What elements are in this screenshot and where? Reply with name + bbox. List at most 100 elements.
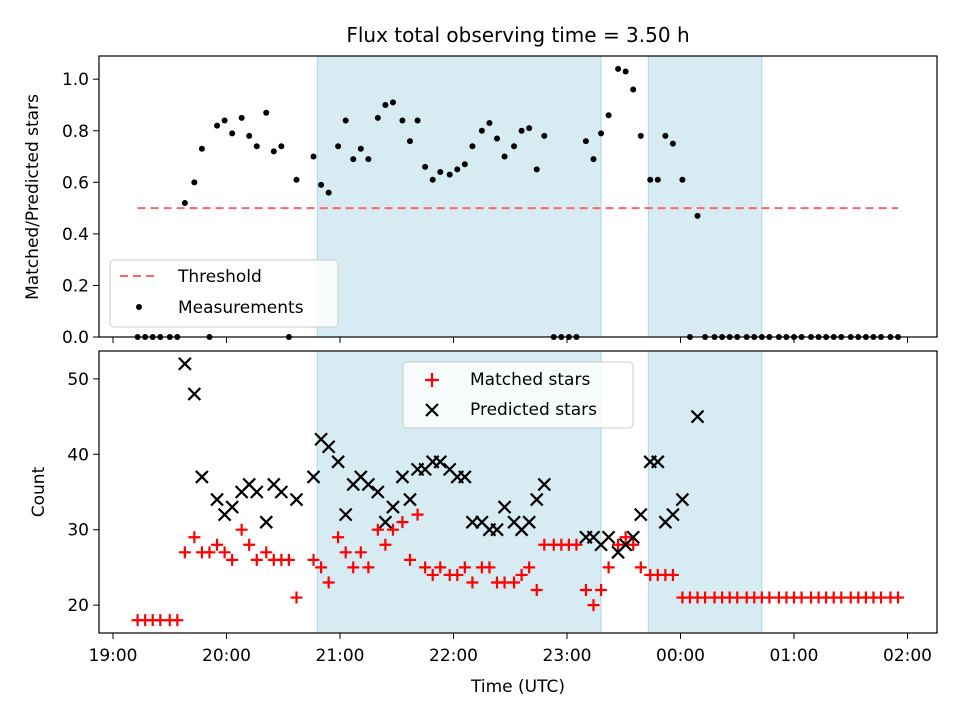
legend-matched-label: Matched stars [470,370,590,390]
measurement-point [630,86,637,93]
measurement-point [461,161,468,168]
matched-star-point [203,546,216,559]
count-y-ticks: 20 30 40 50 [67,370,99,616]
predicted-star-point [321,439,336,454]
matched-star-point [451,568,464,581]
measurement-point [181,199,188,206]
matched-star-point [386,523,399,536]
measurement-point [318,181,325,188]
matched-star-point [523,561,536,574]
matched-star-point [419,561,432,574]
matched-star-point [602,561,615,574]
predicted-star-point [666,507,680,522]
matched-star-point [434,561,447,574]
count-marks [131,357,905,627]
count-axes-frame [98,350,938,634]
legend-predicted-label: Predicted stars [470,400,597,420]
measurement-point [582,138,589,145]
matched-star-point [178,546,191,559]
measurement-point [605,112,612,119]
predicted-star-point [210,492,224,507]
measurement-point [246,132,253,139]
ratio-legend: Threshold Measurements [109,259,339,328]
matched-star-point [347,561,360,574]
y-tick-label: 1.0 [62,70,89,90]
legend-matched-swatch [425,373,439,387]
matched-star-point [243,538,256,551]
matched-star-point [362,561,375,574]
predicted-star-point [187,387,202,401]
matched-star-point [339,546,352,559]
matched-star-point [171,614,184,627]
measurement-point [399,117,406,124]
y-tick-label: 0.0 [62,328,89,348]
measurement-point [469,143,476,150]
ratio-y-axis-label: Matched/Predicted stars [23,94,43,300]
legend-measurements-swatch [136,304,142,310]
predicted-star-point [626,530,640,545]
ratio-panel: 0.0 0.2 0.4 0.6 0.8 1.0 Matched/Predicted sta… [23,55,938,348]
matched-star-point [892,591,905,604]
measurement-point [310,153,317,160]
x-tick-label: 22:00 [429,646,478,666]
measurement-point [229,130,236,137]
predicted-star-point [259,515,274,529]
matched-star-point [379,538,392,551]
count-panel: 20 30 40 50 19:00 20:00 21:00 22:00 23:00 00:00 0… [29,350,938,666]
measurement-point [654,176,661,183]
measurement-point [335,143,342,150]
shaded-span [647,350,763,634]
predicted-star-point [386,500,400,514]
measurement-point [422,163,429,170]
predicted-star-point [458,470,472,484]
predicted-star-point [633,507,648,522]
matched-star-point [218,546,231,559]
matched-star-point [307,553,320,566]
predicted-star-point [601,530,616,545]
x-tick-label: 23:00 [543,646,592,666]
count-legend: Matched stars Predicted stars [402,361,634,429]
measurement-point [253,143,260,150]
measurement-point [647,176,654,183]
matched-star-point [411,508,424,521]
predicted-star-point [178,357,192,371]
matched-star-point [403,553,416,566]
x-tick-label: 01:00 [770,646,819,666]
matched-star-point [396,516,409,529]
measurement-point [191,179,198,186]
y-tick-label: 0.4 [62,225,89,245]
measurement-point [518,127,525,134]
predicted-star-point [690,409,705,424]
measurement-point [494,135,501,142]
measurement-point [221,117,228,124]
predicted-star-point [249,485,264,499]
matched-star-point [515,568,528,581]
measurement-point [501,153,508,160]
measurement-point [622,68,629,75]
measurement-point [374,114,381,121]
x-tick-label: 02:00 [883,646,932,666]
predicted-star-point [306,470,321,484]
predicted-star-point [403,492,417,507]
predicted-star-point [338,507,353,522]
matched-star-point [483,561,496,574]
measurement-point [214,122,221,129]
y-tick-label: 20 [67,596,89,616]
legend-predicted-swatch [425,403,439,417]
predicted-star-point [289,492,304,507]
measurement-point [263,109,270,116]
y-tick-label: 0.2 [62,276,89,296]
measurement-point [662,132,669,139]
matched-star-point [371,523,384,536]
predicted-star-point [395,470,410,484]
matched-star-point [570,538,583,551]
matched-star-point [260,546,273,559]
legend-threshold-label: Threshold [177,267,262,287]
matched-star-point [627,538,640,551]
predicted-star-point [537,477,552,492]
measurement-point [526,125,533,132]
x-tick-label: 00:00 [656,646,705,666]
matched-star-point [226,553,239,566]
shaded-span [316,55,602,338]
